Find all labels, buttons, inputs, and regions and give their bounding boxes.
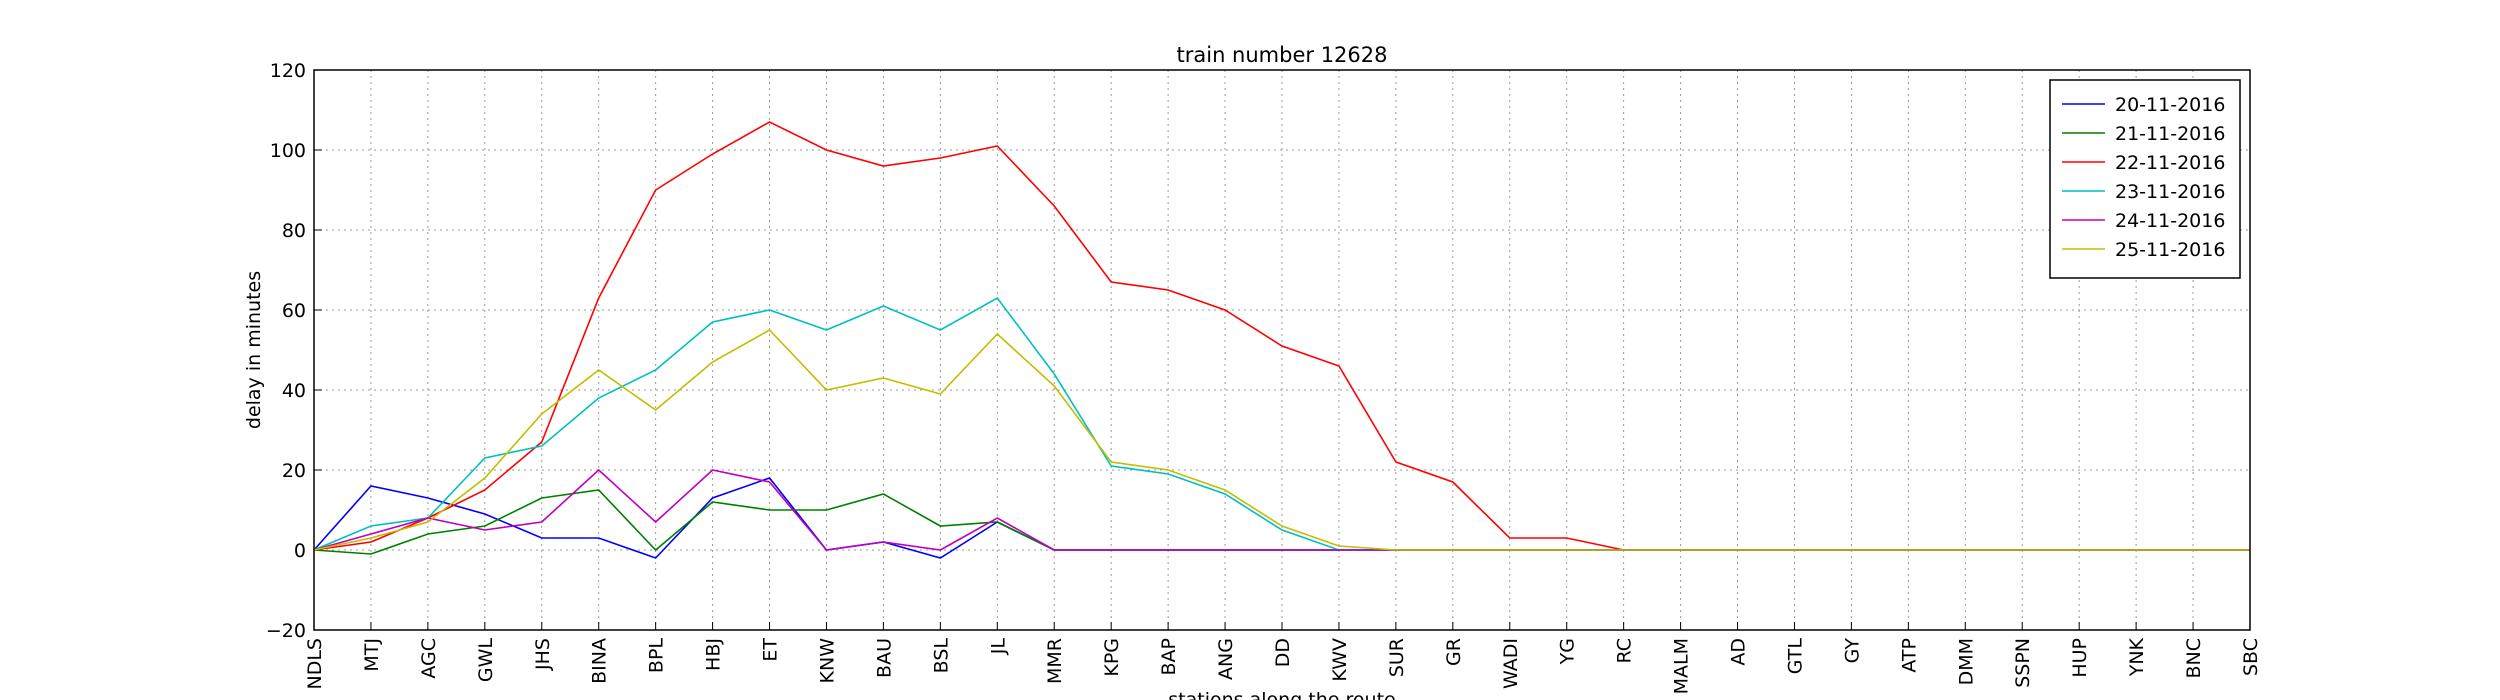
x-tick-label: MMR — [1044, 638, 1066, 684]
x-tick-label: HUP — [2069, 638, 2091, 678]
plot-frame — [313, 69, 2251, 631]
x-tick-label: SUR — [1386, 638, 1408, 677]
x-tick-label: ET — [760, 638, 782, 662]
x-tick-label: GWL — [475, 638, 497, 683]
y-tick-label: 120 — [270, 60, 306, 82]
x-tick-label: GY — [1841, 638, 1863, 664]
x-tick-label: YG — [1557, 638, 1579, 665]
x-tick-label: ATP — [1898, 638, 1920, 673]
legend-label: 24-11-2016 — [2115, 210, 2225, 232]
x-tick-label: NDLS — [304, 638, 326, 690]
x-tick-label: SSPN — [2012, 638, 2034, 688]
x-tick-label: AD — [1728, 638, 1750, 666]
x-tick-label: KNW — [816, 638, 838, 684]
x-tick-label: GTL — [1784, 638, 1806, 675]
legend-box — [2049, 79, 2241, 279]
legend-label: 21-11-2016 — [2115, 123, 2225, 145]
x-tick-label: BNC — [2183, 638, 2205, 679]
chart-title: train number 12628 — [1177, 43, 1388, 67]
y-tick-label: 40 — [282, 380, 306, 402]
x-tick-label: BPL — [646, 638, 668, 673]
x-tick-label: BAP — [1158, 638, 1180, 676]
y-axis-label: delay in minutes — [243, 271, 265, 429]
series-line — [313, 328, 2250, 551]
y-tick-label: 60 — [282, 300, 306, 322]
y-tick-label: −20 — [266, 620, 306, 642]
x-tick-label: AGC — [418, 638, 440, 679]
y-tick-label: 100 — [270, 140, 306, 162]
y-tick-label: 20 — [282, 460, 306, 482]
x-tick-label: YNK — [2126, 637, 2148, 677]
x-tick-label: JL — [987, 638, 1009, 656]
x-axis-label: stations along the route — [1168, 689, 1395, 700]
x-tick-label: DD — [1272, 638, 1294, 667]
legend-label: 23-11-2016 — [2115, 181, 2225, 203]
x-tick-label: RC — [1614, 638, 1636, 664]
x-tick-label: KPG — [1101, 638, 1123, 677]
x-tick-label: MTJ — [361, 638, 383, 672]
legend-label: 25-11-2016 — [2115, 239, 2225, 261]
x-tick-label: KWV — [1329, 638, 1351, 682]
x-tick-label: JHS — [532, 638, 554, 671]
y-tick-label: 80 — [282, 220, 306, 242]
x-tick-label: WADI — [1500, 638, 1522, 689]
legend-label: 22-11-2016 — [2115, 152, 2225, 174]
x-tick-label: BINA — [589, 638, 611, 684]
legend-label: 20-11-2016 — [2115, 94, 2225, 116]
x-tick-label: ANG — [1215, 638, 1237, 680]
x-tick-label: BSL — [930, 638, 952, 674]
x-tick-label: BAU — [873, 638, 895, 678]
x-tick-label: DMM — [1955, 638, 1977, 685]
x-tick-label: HBJ — [703, 638, 725, 671]
x-tick-label: MALM — [1671, 638, 1693, 694]
x-tick-label: GR — [1443, 638, 1465, 666]
x-tick-label: SBC — [2240, 638, 2262, 676]
y-tick-label: 0 — [294, 540, 306, 562]
